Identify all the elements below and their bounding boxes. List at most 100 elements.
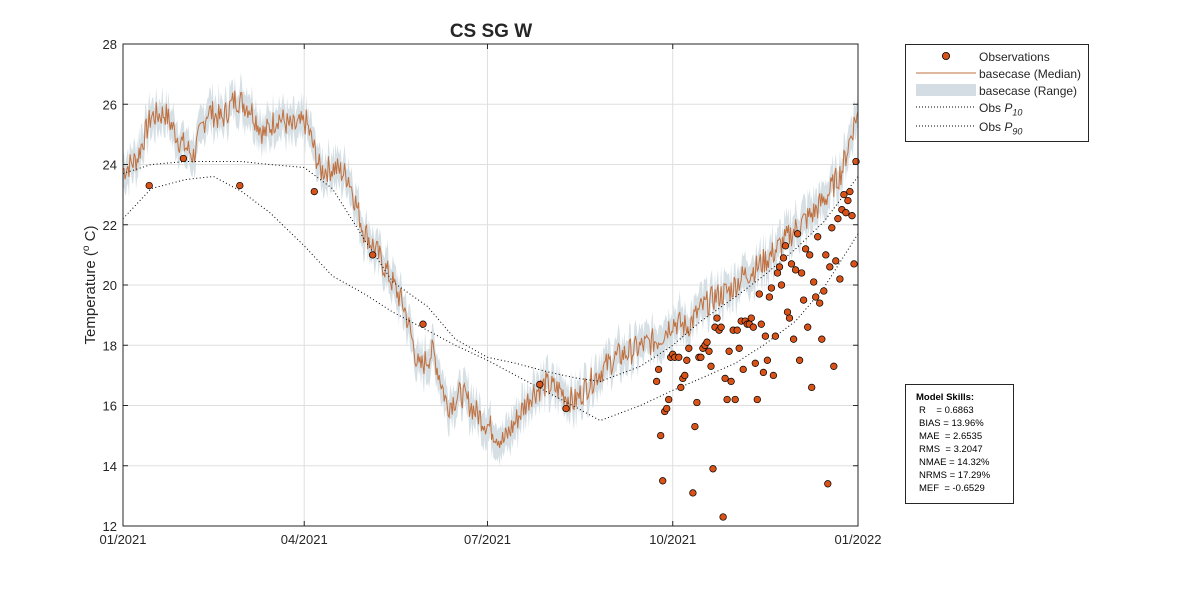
observation-point — [783, 308, 792, 316]
observation-point — [310, 187, 318, 196]
chart-title: CS SG W — [450, 21, 532, 42]
observation-point — [751, 359, 759, 367]
model-skills-title: Model Skills: — [916, 392, 975, 403]
x-tick-label: 01/2021 — [100, 532, 147, 547]
observation-point — [820, 287, 828, 295]
observation-point — [848, 212, 856, 220]
legend-item-p90: Obs P90 — [906, 118, 1088, 136]
y-tick-label: 18 — [103, 338, 117, 353]
observation-point — [779, 254, 788, 262]
observation-point — [759, 368, 768, 377]
observation-point — [753, 395, 761, 404]
observation-point — [689, 489, 697, 497]
observation-point — [236, 181, 244, 190]
observation-point — [761, 332, 770, 340]
observation-point — [771, 332, 780, 340]
observation-point — [654, 365, 663, 374]
observation-point — [675, 353, 683, 361]
observation-point — [705, 347, 713, 355]
observation-point — [781, 242, 790, 250]
observation-point — [685, 344, 693, 352]
observation-point — [791, 266, 800, 274]
legend-item-median: basecase (Median) — [906, 65, 1088, 82]
observation-point — [775, 263, 784, 271]
observation-point — [808, 383, 816, 392]
observation-point — [659, 477, 667, 485]
legend-label-observations: Observations — [979, 50, 1050, 64]
observation-point — [723, 395, 731, 404]
skill-nmae: NMAE = 14.32% — [919, 457, 990, 468]
observation-point — [787, 260, 796, 268]
observation-point — [652, 377, 661, 386]
observation-point — [846, 187, 854, 196]
observation-point — [657, 431, 665, 440]
observation-point — [725, 347, 733, 355]
observation-point — [693, 398, 701, 407]
skill-mae: MAE = 2.6535 — [919, 431, 983, 442]
observation-point — [536, 380, 544, 389]
observation-point — [777, 281, 786, 289]
median-line — [122, 90, 859, 449]
observation-point — [830, 362, 838, 370]
observation-point — [731, 395, 739, 404]
x-tick-label: 01/2022 — [835, 532, 882, 547]
observation-point — [844, 196, 852, 205]
observation-point — [799, 296, 808, 304]
legend-item-p10: Obs P10 — [906, 99, 1088, 117]
legend-label-median: basecase (Median) — [979, 67, 1082, 81]
legend-label-p10: Obs P10 — [979, 101, 1022, 117]
y-tick-label: 28 — [103, 37, 117, 52]
observation-point — [755, 290, 763, 298]
observation-point — [717, 323, 725, 331]
legend-item-range: basecase (Range) — [906, 82, 1088, 99]
y-tick-label: 22 — [103, 218, 117, 233]
skill-rms: RMS = 3.2047 — [919, 444, 983, 455]
y-tick-label: 12 — [103, 519, 117, 534]
observation-point — [369, 251, 377, 259]
observation-point — [812, 293, 820, 301]
observation-point — [747, 314, 755, 322]
skill-mef: MEF = -0.6529 — [919, 483, 985, 494]
model-skills-box: Model Skills: R = 0.6863 BIAS = 13.96% M… — [905, 384, 1014, 504]
x-tick-label: 07/2021 — [464, 532, 511, 547]
observation-point — [709, 465, 717, 473]
observation-point — [842, 209, 850, 217]
p90-dotted-line-icon — [916, 125, 976, 127]
y-axis-label-sup: o — [81, 245, 92, 251]
legend: Observations basecase (Median) basecase … — [905, 44, 1089, 142]
skill-bias: BIAS = 13.96% — [919, 418, 984, 429]
observation-point — [739, 365, 747, 374]
observation-point — [773, 269, 782, 277]
observation-point — [810, 278, 818, 286]
observation-point — [145, 181, 153, 190]
observation-point — [850, 260, 858, 268]
plot-area: 01/2021 04/2021 07/2021 10/2021 01/2022 12 14 1… — [100, 37, 882, 547]
observation-point — [179, 154, 188, 163]
skill-nrms: NRMS = 17.29% — [919, 470, 991, 481]
observation-point — [818, 335, 826, 343]
legend-label-p90-sym: P — [1004, 120, 1013, 134]
observation-point — [663, 404, 671, 413]
observation-point — [840, 190, 848, 199]
observation-point — [806, 251, 814, 259]
observation-point — [767, 284, 776, 292]
observation-point — [804, 323, 812, 331]
observation-point — [677, 383, 685, 392]
observation-point — [763, 356, 772, 364]
observation-point — [719, 513, 727, 521]
observation-point — [733, 326, 741, 334]
observation-point — [665, 395, 673, 404]
observation-point — [707, 362, 715, 370]
y-tick-label: 24 — [103, 158, 117, 173]
legend-label-p90-sub: 90 — [1012, 126, 1023, 137]
p10-dotted-line-icon — [916, 106, 976, 108]
observation-point — [814, 233, 822, 241]
legend-label-p90: Obs P90 — [979, 120, 1022, 136]
observation-point — [721, 374, 729, 383]
legend-item-observations: Observations — [906, 48, 1088, 65]
observation-point — [797, 269, 806, 277]
y-axis-label-unit: C) — [82, 226, 99, 246]
observation-point — [757, 320, 765, 328]
legend-label-p90-main: Obs — [979, 120, 1005, 134]
observation-point — [826, 263, 834, 271]
